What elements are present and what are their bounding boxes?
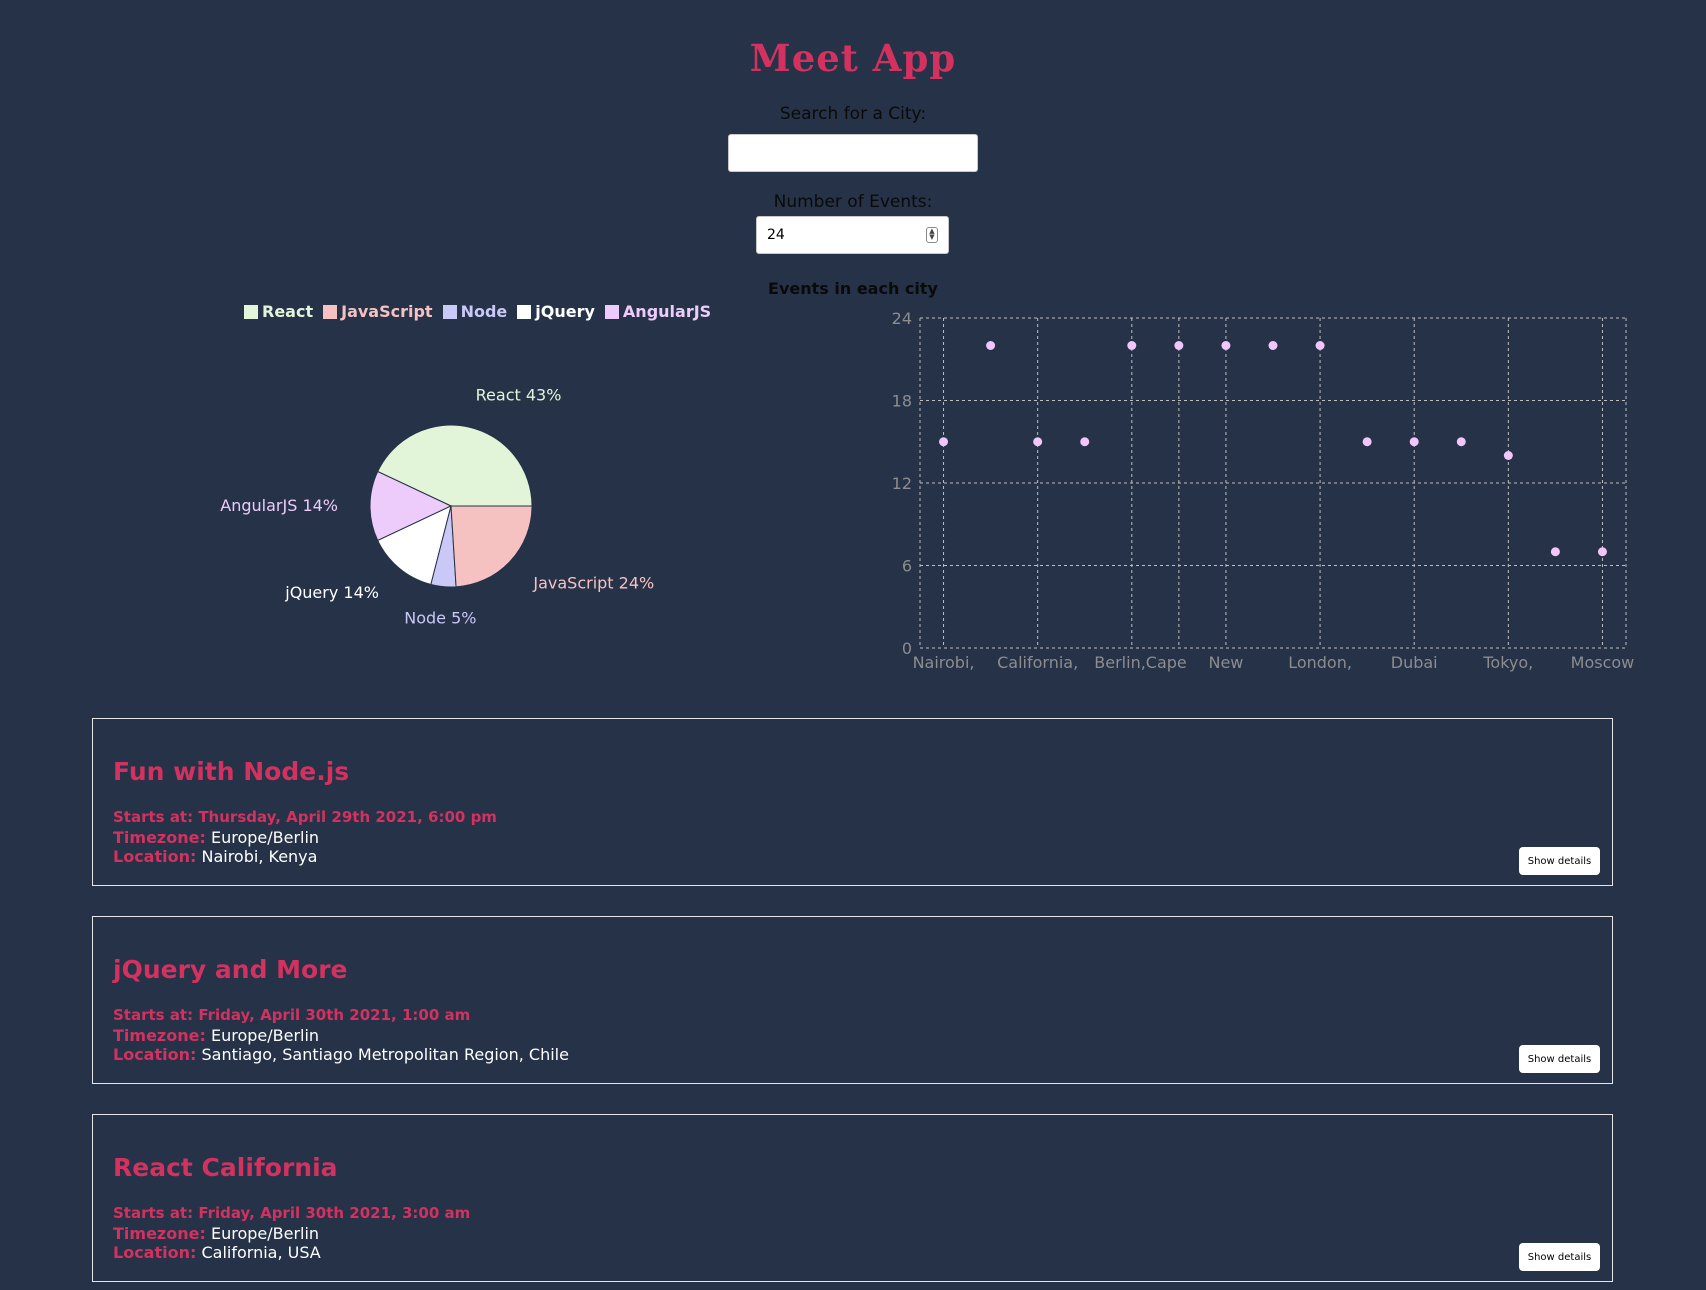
app-title: Meet App	[749, 36, 957, 80]
timezone-value: Europe/Berlin	[210, 1224, 320, 1243]
location-label: Location:	[113, 1045, 197, 1064]
scatter-point[interactable]	[1268, 341, 1278, 350]
show-details-button[interactable]: Show details	[1519, 1045, 1600, 1073]
legend-label: Node	[460, 302, 508, 321]
stepper-icon[interactable]: ▲ ▼	[926, 227, 938, 243]
legend-item-react[interactable]: React	[244, 302, 313, 321]
timezone-label: Timezone:	[113, 1026, 206, 1045]
scatter-point[interactable]	[1080, 437, 1090, 447]
scatter-point[interactable]	[1127, 341, 1137, 350]
event-start-time: Starts at: Friday, April 30th 2021, 1:00…	[113, 1006, 471, 1024]
event-location: Location: Nairobi, Kenya	[113, 847, 317, 866]
scatter-point[interactable]	[1503, 451, 1513, 460]
location-value: Santiago, Santiago Metropolitan Region, …	[201, 1045, 569, 1064]
number-of-events-label: Number of Events:	[773, 192, 933, 212]
x-tick-label: Cape	[1146, 653, 1187, 672]
city-search-label: Search for a City:	[779, 104, 927, 124]
y-tick-label: 6	[902, 557, 912, 576]
x-tick-label: Dubai	[1391, 653, 1438, 672]
number-of-events-input[interactable]: 24 ▲ ▼	[756, 216, 949, 254]
timezone-value: Europe/Berlin	[210, 1026, 320, 1045]
y-tick-label: 18	[892, 392, 912, 411]
location-value: Nairobi, Kenya	[201, 847, 318, 866]
timezone-label: Timezone:	[113, 1224, 206, 1243]
event-start-time: Starts at: Friday, April 30th 2021, 3:00…	[113, 1204, 471, 1222]
timezone-value: Europe/Berlin	[210, 828, 320, 847]
legend-label: JavaScript	[341, 302, 433, 321]
scatter-point[interactable]	[1550, 547, 1560, 557]
scatter-point[interactable]	[1597, 547, 1607, 557]
event-title: jQuery and More	[113, 955, 348, 984]
scatter-point[interactable]	[1409, 437, 1419, 447]
event-card: Fun with Node.js Starts at: Thursday, Ap…	[92, 718, 1613, 886]
legend-label: React	[262, 302, 314, 321]
y-tick-label: 0	[902, 639, 912, 658]
pie-legend: React JavaScript Node jQuery AngularJS	[244, 302, 711, 321]
legend-swatch	[442, 304, 457, 319]
x-tick-label: New	[1208, 653, 1243, 672]
show-details-button[interactable]: Show details	[1519, 847, 1600, 875]
location-label: Location:	[113, 847, 197, 866]
x-tick-label: Nairobi,	[913, 653, 975, 672]
scatter-point[interactable]	[1174, 341, 1184, 350]
y-tick-label: 24	[892, 309, 912, 328]
legend-label: jQuery	[535, 302, 595, 321]
legend-swatch	[244, 304, 258, 319]
event-card: React California Starts at: Friday, Apri…	[92, 1114, 1613, 1282]
event-start-time: Starts at: Thursday, April 29th 2021, 6:…	[113, 808, 497, 826]
chart-title: Events in each city	[768, 279, 938, 298]
x-tick-label: London,	[1288, 653, 1352, 672]
legend-item-node[interactable]: Node	[442, 302, 508, 321]
x-tick-label: Berlin,	[1094, 653, 1146, 672]
legend-swatch	[604, 304, 619, 319]
scatter-point[interactable]	[986, 341, 996, 350]
event-timezone: Timezone: Europe/Berlin	[113, 1224, 319, 1243]
location-value: California, USA	[201, 1243, 321, 1262]
event-location: Location: Santiago, Santiago Metropolita…	[113, 1045, 569, 1064]
legend-item-jquery[interactable]: jQuery	[517, 302, 595, 321]
city-search-input[interactable]	[728, 134, 978, 172]
event-timezone: Timezone: Europe/Berlin	[113, 1026, 319, 1045]
show-details-button[interactable]: Show details	[1519, 1243, 1600, 1271]
event-location: Location: California, USA	[113, 1243, 321, 1262]
scatter-point[interactable]	[1033, 437, 1043, 447]
x-tick-label: Tokyo,	[1482, 653, 1533, 672]
event-card: jQuery and More Starts at: Friday, April…	[92, 916, 1613, 1084]
scatter-point[interactable]	[1221, 341, 1231, 350]
y-tick-label: 12	[892, 474, 912, 493]
x-tick-label: Moscow	[1571, 653, 1635, 672]
legend-item-javascript[interactable]: JavaScript	[323, 302, 433, 321]
event-title: React California	[113, 1153, 338, 1182]
event-title: Fun with Node.js	[113, 757, 350, 786]
location-label: Location:	[113, 1243, 197, 1262]
legend-item-angularjs[interactable]: AngularJS	[604, 302, 712, 321]
event-timezone: Timezone: Europe/Berlin	[113, 828, 319, 847]
legend-label: AngularJS	[622, 302, 712, 321]
scatter-point[interactable]	[1456, 437, 1466, 447]
scatter-point[interactable]	[939, 437, 949, 447]
scatter-point[interactable]	[1362, 437, 1372, 447]
x-tick-label: California,	[997, 653, 1078, 672]
legend-swatch	[517, 304, 532, 319]
timezone-label: Timezone:	[113, 828, 206, 847]
legend-swatch	[323, 304, 338, 319]
number-of-events-value: 24	[767, 227, 785, 243]
scatter-point[interactable]	[1315, 341, 1325, 350]
scatter-chart: 0 6 12 18 24 Nairobi, California, Berlin, Cape Ne…	[892, 309, 1635, 672]
